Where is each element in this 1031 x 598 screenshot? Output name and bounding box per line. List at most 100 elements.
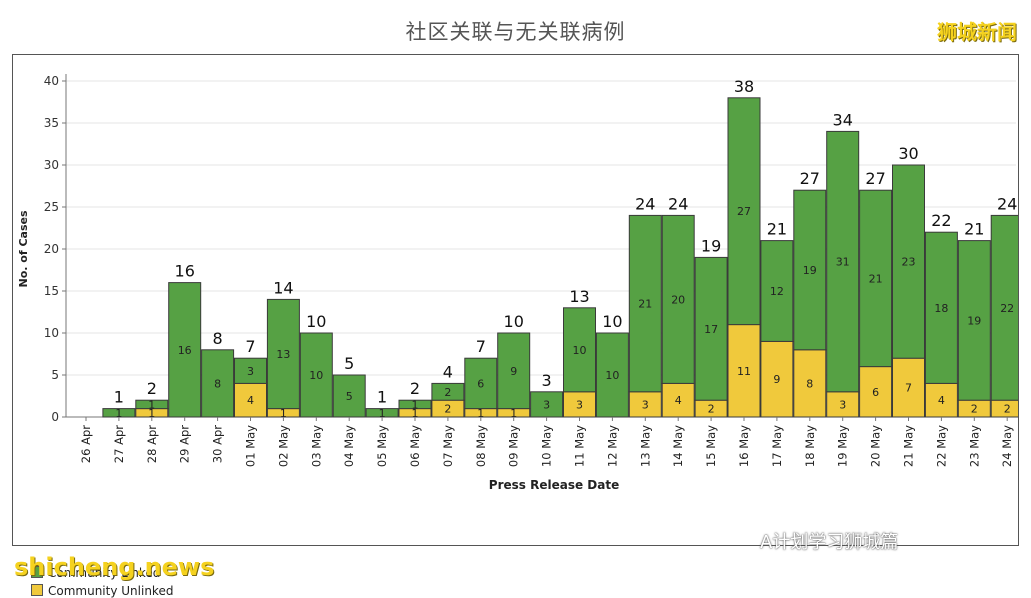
bar-segment-linked — [990, 214, 1018, 401]
bar-segment-linked — [694, 256, 728, 401]
total-label: 34 — [833, 110, 853, 129]
total-label: 2 — [410, 379, 420, 398]
total-label: 10 — [504, 312, 524, 331]
bar-segment-linked — [957, 240, 991, 401]
total-label: 38 — [734, 77, 754, 96]
x-tick-label: 15 May — [704, 425, 718, 467]
total-label: 24 — [635, 194, 655, 213]
brand-logo-bottom: shicheng.news — [14, 553, 215, 581]
x-tick-label: 10 May — [540, 425, 554, 467]
data-label-linked: 10 — [309, 369, 323, 382]
bar-segment-linked — [398, 399, 432, 410]
x-tick-label: 26 Apr — [79, 425, 93, 463]
x-tick-label: 23 May — [967, 425, 981, 467]
data-label-linked: 23 — [902, 256, 916, 269]
bar-segment-unlinked — [760, 340, 794, 418]
data-label-linked: 21 — [869, 272, 883, 285]
bar-segment-linked — [497, 332, 531, 410]
total-label: 21 — [767, 220, 787, 239]
x-tick-label: 18 May — [803, 425, 817, 467]
data-label-linked: 2 — [444, 386, 451, 399]
y-tick-label: 40 — [44, 74, 59, 88]
x-tick-label: 14 May — [671, 425, 685, 467]
x-tick-label: 17 May — [770, 425, 784, 467]
x-axis-label: Press Release Date — [489, 478, 619, 492]
data-label-unlinked: 6 — [872, 386, 879, 399]
legend-swatch-linked — [31, 566, 43, 578]
x-tick-label: 22 May — [934, 425, 948, 467]
total-label: 3 — [542, 371, 552, 390]
data-label-unlinked: 3 — [839, 398, 846, 411]
total-label: 27 — [865, 169, 885, 188]
bar-segment-linked — [595, 332, 629, 418]
total-label: 30 — [898, 144, 918, 163]
data-label-unlinked: 1 — [148, 407, 155, 420]
y-axis-label: No. of Cases — [17, 210, 30, 287]
data-label-linked: 6 — [477, 377, 484, 390]
data-label-unlinked: 4 — [247, 394, 254, 407]
x-tick-label: 04 May — [342, 425, 356, 467]
legend-item-community-unlinked: Community Unlinked — [31, 584, 173, 598]
brand-logo-top: 狮城新闻 — [937, 20, 1017, 44]
y-tick-label: 0 — [51, 410, 59, 424]
y-tick-label: 10 — [44, 326, 59, 340]
data-label-unlinked: 4 — [675, 394, 682, 407]
data-label-unlinked: 2 — [971, 403, 978, 416]
data-label-unlinked: 3 — [642, 398, 649, 411]
total-label: 1 — [114, 388, 124, 407]
data-label-unlinked: 4 — [938, 394, 945, 407]
data-label-linked: 19 — [967, 314, 981, 327]
bar-segment-linked — [628, 214, 662, 393]
data-label-linked: 18 — [934, 302, 948, 315]
total-label: 10 — [602, 312, 622, 331]
bar-segment-linked — [727, 97, 761, 326]
total-label: 7 — [476, 337, 486, 356]
x-tick-label: 01 May — [244, 425, 258, 467]
x-tick-label: 07 May — [441, 425, 455, 467]
total-label: 8 — [213, 329, 223, 348]
total-label: 7 — [245, 337, 255, 356]
data-label-linked: 27 — [737, 205, 751, 218]
data-label-linked: 20 — [671, 293, 685, 306]
y-tick-label: 20 — [44, 242, 59, 256]
x-tick-label: 02 May — [276, 425, 290, 467]
x-tick-label: 09 May — [507, 425, 521, 467]
bar-segment-linked — [201, 349, 235, 418]
y-tick-label: 25 — [44, 200, 59, 214]
total-label: 19 — [701, 236, 721, 255]
data-label-unlinked: 2 — [708, 403, 715, 416]
x-tick-label: 24 May — [1000, 425, 1014, 467]
data-label-unlinked: 8 — [806, 377, 813, 390]
total-label: 16 — [175, 262, 195, 281]
y-tick-label: 15 — [44, 284, 59, 298]
bar-segment-linked — [892, 164, 925, 359]
data-label-linked: 19 — [803, 264, 817, 277]
data-label-linked: 21 — [638, 298, 652, 311]
data-label-unlinked: 11 — [737, 365, 751, 378]
x-tick-label: 16 May — [737, 425, 751, 467]
total-label: 22 — [931, 211, 951, 230]
page-title: 社区关联与无关联病例 — [405, 20, 626, 44]
data-label-unlinked: 7 — [905, 382, 912, 395]
data-label-unlinked: 9 — [773, 373, 780, 386]
data-label-linked: 1 — [379, 407, 386, 420]
bar-segment-unlinked — [826, 391, 860, 418]
wechat-watermark: A计划学习狮城篇 — [760, 532, 899, 553]
data-label-linked: 1 — [412, 398, 419, 411]
x-tick-label: 27 Apr — [112, 425, 126, 463]
total-label: 27 — [800, 169, 820, 188]
chart-frame: 0 5 10 15 20 25 30 35 40 No. of Cases Press Releas… — [12, 54, 1019, 598]
data-label-linked: 1 — [115, 407, 122, 420]
x-tick-label: 21 May — [902, 425, 916, 467]
data-label-linked: 13 — [276, 348, 290, 361]
bar-segment-linked — [760, 240, 794, 342]
bar-segment-linked — [661, 214, 695, 384]
data-label-linked: 3 — [247, 365, 254, 378]
data-label-linked: 3 — [543, 398, 550, 411]
data-label-unlinked: 1 — [412, 407, 419, 420]
x-tick-label: 13 May — [638, 425, 652, 467]
total-label: 21 — [964, 220, 984, 239]
data-label-linked: 5 — [346, 390, 353, 403]
data-label-unlinked: 2 — [444, 403, 451, 416]
